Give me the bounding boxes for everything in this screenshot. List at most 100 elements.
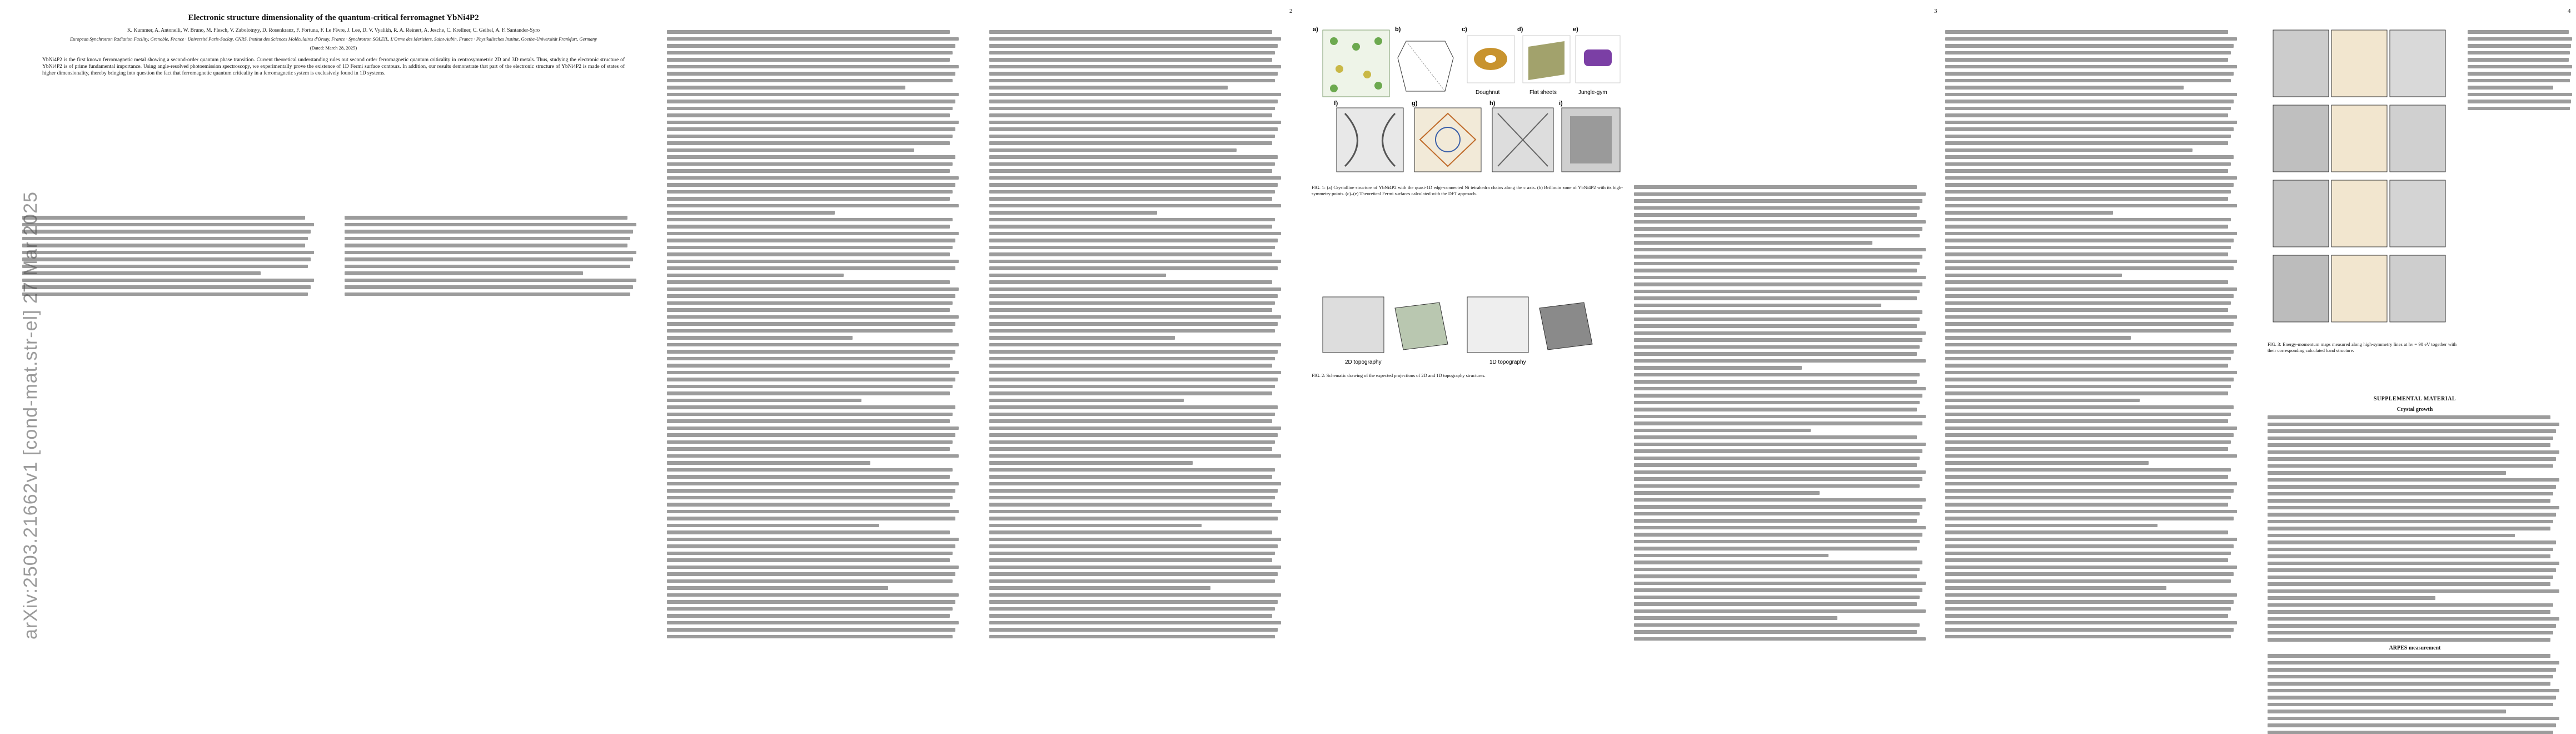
text-line (1945, 315, 2237, 319)
text-line (1945, 454, 2237, 458)
text-line (1634, 596, 1920, 599)
text-line (1634, 324, 1917, 328)
text-line (1945, 510, 2237, 514)
fig1-label-g: g) (1412, 100, 1418, 107)
text-line (1634, 192, 1926, 196)
text-line (667, 461, 870, 465)
text-line (1634, 561, 1922, 564)
text-line (1945, 30, 2228, 34)
text-line (1634, 373, 1920, 377)
fs-doughnut (1467, 36, 1514, 83)
text-line (667, 517, 955, 520)
text-line (989, 468, 1275, 472)
text-line (345, 292, 630, 296)
crystal-structure (1323, 30, 1389, 97)
text-line (2468, 44, 2571, 48)
text-line (1945, 413, 2231, 416)
text-line (667, 405, 955, 409)
text-line (345, 244, 627, 247)
body-column-left (1945, 28, 2240, 651)
text-line (1945, 586, 2166, 590)
text-line (1945, 148, 2193, 152)
fig1-label-e: e) (1573, 26, 1578, 33)
text-line (1945, 322, 2234, 326)
text-lines (345, 216, 639, 296)
text-line (989, 107, 1275, 111)
text-line (989, 58, 1272, 62)
text-line (1634, 199, 1922, 203)
text-line (989, 287, 1281, 291)
text-line (667, 391, 950, 395)
fig1-label-d: d) (1517, 26, 1523, 33)
text-line (1945, 204, 2237, 208)
text-line (989, 336, 1175, 340)
text-line (22, 223, 314, 227)
text-line (1945, 113, 2228, 117)
text-line (2268, 415, 2550, 419)
arpes-map-i (1562, 108, 1620, 172)
text-line (1945, 280, 2228, 284)
text-line (1634, 338, 1922, 342)
text-line (1945, 127, 2234, 131)
text-line (667, 51, 953, 55)
text-line (1945, 155, 2234, 159)
text-line (1634, 616, 1837, 620)
text-line (2268, 624, 2556, 628)
text-line (667, 252, 950, 256)
figure-1: a) b) c) d) e) Doughnut Flat sheets Ju (1312, 24, 1623, 183)
text-line (2268, 520, 2553, 524)
text-line (1945, 572, 2234, 576)
text-line (1634, 248, 1926, 252)
fig2-caption: FIG. 2: Schematic drawing of the expecte… (1312, 373, 1623, 379)
text-line (2268, 682, 2550, 686)
text-line (1634, 574, 1917, 578)
text-line (989, 426, 1281, 430)
text-line (989, 419, 1272, 423)
text-line (2268, 717, 2559, 721)
text-line (1634, 547, 1917, 550)
text-line (667, 322, 955, 326)
text-line (1945, 468, 2231, 472)
text-line (667, 489, 955, 493)
text-line (989, 37, 1281, 41)
text-line (989, 593, 1281, 597)
text-line (2268, 654, 2550, 658)
text-line (2268, 562, 2559, 566)
text-line (989, 378, 1278, 381)
text-line (667, 552, 953, 556)
text-line (989, 121, 1281, 125)
text-line (989, 628, 1278, 632)
text-line (1634, 568, 1920, 572)
body-column-right-top (2468, 28, 2573, 113)
text-line (1945, 489, 2234, 493)
text-line (667, 496, 953, 500)
text-line (1634, 505, 1922, 509)
text-line (1634, 290, 1920, 294)
text-line (2268, 527, 2550, 530)
text-line (22, 237, 308, 241)
text-line (1945, 51, 2231, 55)
text-line (667, 113, 950, 117)
text-line (1634, 582, 1926, 586)
text-line (667, 586, 888, 590)
fig3-grid (2273, 30, 2445, 322)
text-line (667, 86, 905, 90)
text-line (989, 461, 1193, 465)
text-line (2268, 723, 2556, 727)
text-line (989, 350, 1278, 354)
text-line (1634, 304, 1881, 308)
text-line (1945, 566, 2237, 569)
text-line (2468, 37, 2572, 41)
subsection-arpes: ARPES measurement (2268, 645, 2562, 652)
text-line (1945, 385, 2231, 389)
text-line (989, 544, 1278, 548)
text-line (989, 162, 1275, 166)
text-line (1945, 544, 2234, 548)
page-4: 4 FIG. 3: Energy-momentum maps measured … (1945, 8, 2576, 661)
title-block: Electronic structure dimensionality of t… (22, 14, 645, 77)
text-line (1945, 329, 2231, 333)
text-line (667, 440, 953, 444)
text-line (1945, 391, 2228, 395)
text-line (1634, 443, 1926, 447)
text-line (1634, 498, 1926, 502)
